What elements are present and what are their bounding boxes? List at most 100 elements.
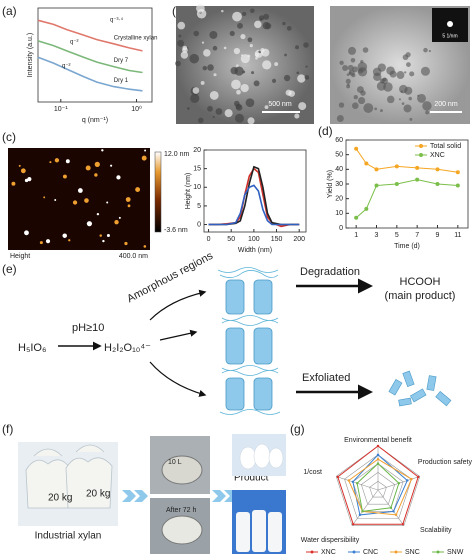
texture-dot bbox=[403, 104, 412, 113]
data-point bbox=[455, 170, 460, 175]
radar-point bbox=[376, 444, 380, 448]
texture-dot bbox=[286, 25, 292, 31]
texture-dot bbox=[258, 50, 262, 54]
texture-dot bbox=[255, 56, 258, 60]
texture-dot bbox=[283, 74, 291, 82]
texture-dot bbox=[198, 117, 204, 124]
texture-dot bbox=[247, 117, 255, 125]
x-axis-label: Width (nm) bbox=[238, 247, 272, 254]
x-tick-label: 9 bbox=[436, 232, 440, 239]
radar-axis-label: Water dispersibility bbox=[301, 537, 360, 544]
texture-dot bbox=[345, 78, 351, 84]
legend-label: XNC bbox=[321, 549, 336, 556]
texture-dot bbox=[231, 79, 241, 90]
radar-point bbox=[376, 458, 380, 461]
radar-axis-label: Scalability bbox=[420, 527, 452, 534]
texture-dot bbox=[250, 8, 255, 14]
y-tick-label: 20 bbox=[193, 147, 201, 154]
texture-dot bbox=[200, 81, 205, 85]
y-axis-label: Yield (%) bbox=[327, 170, 334, 198]
radar-ring bbox=[369, 480, 387, 498]
texture-dot bbox=[303, 42, 309, 48]
texture-dot bbox=[356, 86, 364, 94]
radar-axis-label: Production safety bbox=[418, 459, 473, 466]
texture-dot bbox=[284, 53, 287, 57]
texture-dot bbox=[209, 90, 219, 100]
radar-series bbox=[356, 462, 400, 512]
legend-marker bbox=[310, 550, 314, 554]
texture-dot bbox=[234, 66, 244, 76]
texture-dot bbox=[374, 107, 378, 111]
texture-dot bbox=[259, 17, 263, 21]
arrow bbox=[149, 289, 207, 321]
texture-dot bbox=[409, 117, 413, 121]
particle bbox=[68, 239, 71, 242]
particle bbox=[141, 155, 147, 161]
series-line bbox=[208, 184, 300, 226]
panel-label: (g) bbox=[290, 422, 305, 436]
particle bbox=[99, 234, 102, 237]
texture-dot bbox=[221, 9, 224, 13]
texture-dot bbox=[240, 54, 250, 64]
product-label: HCOOH bbox=[400, 276, 441, 288]
texture-dot bbox=[242, 11, 247, 17]
sem-image bbox=[176, 6, 314, 124]
arrow bbox=[212, 490, 238, 502]
data-point bbox=[415, 165, 420, 170]
particle bbox=[11, 181, 16, 186]
texture-dot bbox=[423, 47, 428, 53]
particle bbox=[62, 174, 67, 179]
texture-dot bbox=[406, 62, 411, 67]
y-axis-label: Height (nm) bbox=[185, 173, 192, 210]
arrow bbox=[149, 361, 207, 397]
radar-axis-label: 1/cost bbox=[303, 469, 322, 476]
texture-dot bbox=[212, 116, 215, 119]
data-point bbox=[394, 182, 399, 186]
y-tick-label: 30 bbox=[335, 181, 343, 188]
y-tick-label: 10 bbox=[193, 184, 201, 191]
scale-bar-label: 200 nm bbox=[434, 101, 458, 108]
data-point bbox=[374, 167, 379, 172]
texture-dot bbox=[425, 110, 430, 115]
legend-marker bbox=[436, 550, 440, 554]
colorbar-min: -3.6 nm bbox=[164, 227, 188, 234]
texture-dot bbox=[417, 93, 427, 103]
radar-spoke bbox=[351, 489, 379, 526]
texture-dot bbox=[422, 101, 432, 111]
radar-point bbox=[361, 510, 364, 513]
legend-marker bbox=[394, 550, 398, 554]
texture-dot bbox=[253, 80, 260, 87]
particle bbox=[45, 239, 51, 244]
texture-dot bbox=[234, 113, 244, 123]
series-line bbox=[208, 167, 300, 228]
panel-label: (e) bbox=[2, 262, 17, 276]
texture-dot bbox=[229, 30, 235, 37]
texture-dot bbox=[187, 107, 190, 110]
x-tick-label: 1 bbox=[354, 232, 358, 239]
texture-dot bbox=[350, 57, 356, 63]
texture-dot bbox=[373, 72, 382, 82]
radar-point bbox=[351, 480, 355, 484]
texture-dot bbox=[363, 103, 374, 113]
y-axis-label: Intensity (a.u.) bbox=[27, 33, 34, 77]
texture-dot bbox=[233, 47, 241, 55]
product-caption: Product bbox=[234, 473, 269, 484]
series-label: Crystalline xylan bbox=[114, 35, 158, 41]
texture-dot bbox=[353, 94, 358, 100]
texture-dot bbox=[177, 39, 185, 47]
radar-point bbox=[358, 513, 362, 517]
texture-dot bbox=[380, 109, 383, 113]
data-point bbox=[364, 206, 369, 211]
texture-dot bbox=[264, 105, 269, 110]
texture-dot bbox=[339, 60, 344, 65]
radar-ring bbox=[352, 463, 404, 512]
series-line bbox=[355, 179, 458, 219]
x-tick-label: 5 bbox=[395, 232, 399, 239]
texture-dot bbox=[236, 64, 239, 68]
texture-dot bbox=[262, 60, 272, 70]
inset-scale-label: 5 1/nm bbox=[442, 33, 457, 39]
product-note: (main product) bbox=[385, 290, 456, 302]
series-line bbox=[37, 19, 143, 52]
plot-frame bbox=[203, 149, 307, 233]
